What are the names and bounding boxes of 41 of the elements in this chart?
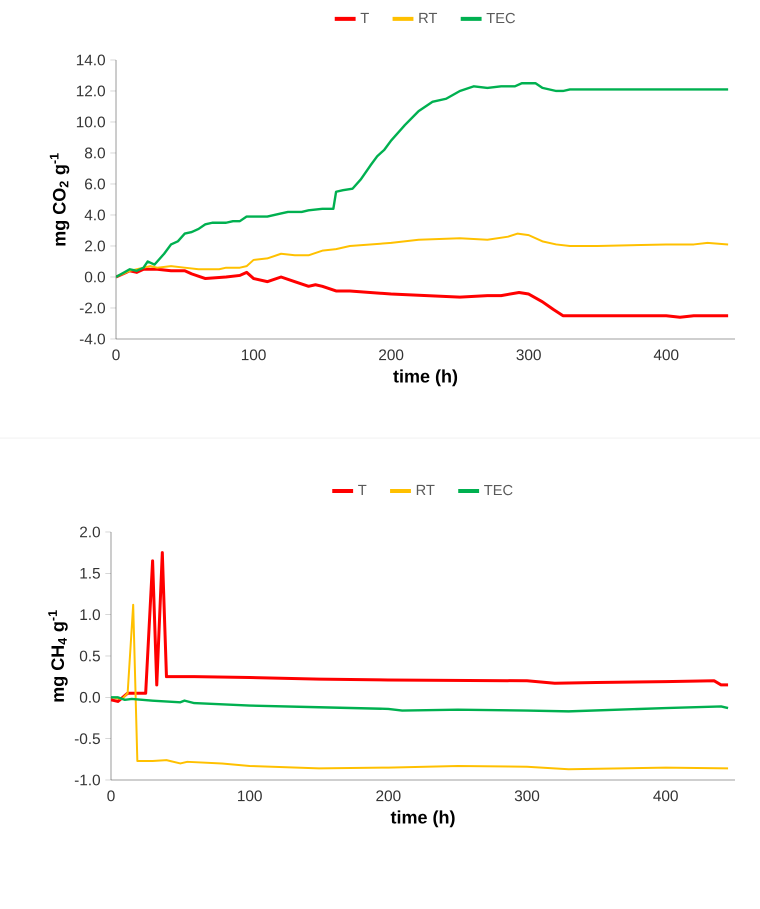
x-tick-label: 100 <box>242 349 266 360</box>
legend-label: TEC <box>484 484 513 496</box>
line-series <box>111 696 730 713</box>
x-tick-label: 300 <box>514 790 540 802</box>
x-tick-label: 0 <box>107 790 115 802</box>
x-tick-label: 0 <box>112 349 120 360</box>
y-tick-label: 14.0 <box>76 54 105 66</box>
y-tick-label: 4.0 <box>84 210 105 220</box>
legend-label: RT <box>419 12 438 23</box>
y-tick-label: 10.0 <box>76 116 105 128</box>
legend-label: T <box>358 484 366 495</box>
x-axis-title: time (h) <box>393 369 458 386</box>
legend-label: RT <box>416 484 435 495</box>
y-axis-title: mg CH$_{4}$ g$^{-1}$ <box>48 610 68 702</box>
y-axis-title: mg CO$_{2}$ g$^{-1}$ <box>50 153 70 246</box>
line-series <box>116 82 730 278</box>
y-tick-label: 1.0 <box>80 609 100 620</box>
line-series <box>111 604 730 770</box>
y-tick-label: 0.5 <box>80 650 100 662</box>
x-tick-label: 400 <box>653 790 678 802</box>
y-tick-label: -4.0 <box>80 334 105 344</box>
y-tick-label: 0.0 <box>84 272 105 282</box>
x-tick-label: 200 <box>379 349 404 360</box>
y-tick-label: 12.0 <box>76 86 105 96</box>
y-tick-label: 6.0 <box>85 178 105 190</box>
line-series <box>116 268 730 319</box>
y-tick-label: -1.0 <box>74 774 100 786</box>
x-axis-title: time (h) <box>390 810 455 828</box>
y-tick-label: 2.0 <box>85 240 105 252</box>
legend-label: TEC <box>486 12 516 24</box>
y-tick-label: 0.0 <box>80 692 100 703</box>
x-tick-label: 100 <box>238 790 262 802</box>
y-tick-label: 2.0 <box>80 526 100 538</box>
x-tick-label: 300 <box>516 349 541 360</box>
y-tick-label: -2.0 <box>80 302 105 314</box>
legend-label: T <box>360 12 369 23</box>
x-tick-label: 400 <box>654 349 678 360</box>
y-tick-label: 1.5 <box>80 568 100 579</box>
x-tick-label: 200 <box>376 790 401 802</box>
y-tick-label: 8.0 <box>84 148 105 158</box>
y-tick-label: -0.5 <box>74 733 100 744</box>
